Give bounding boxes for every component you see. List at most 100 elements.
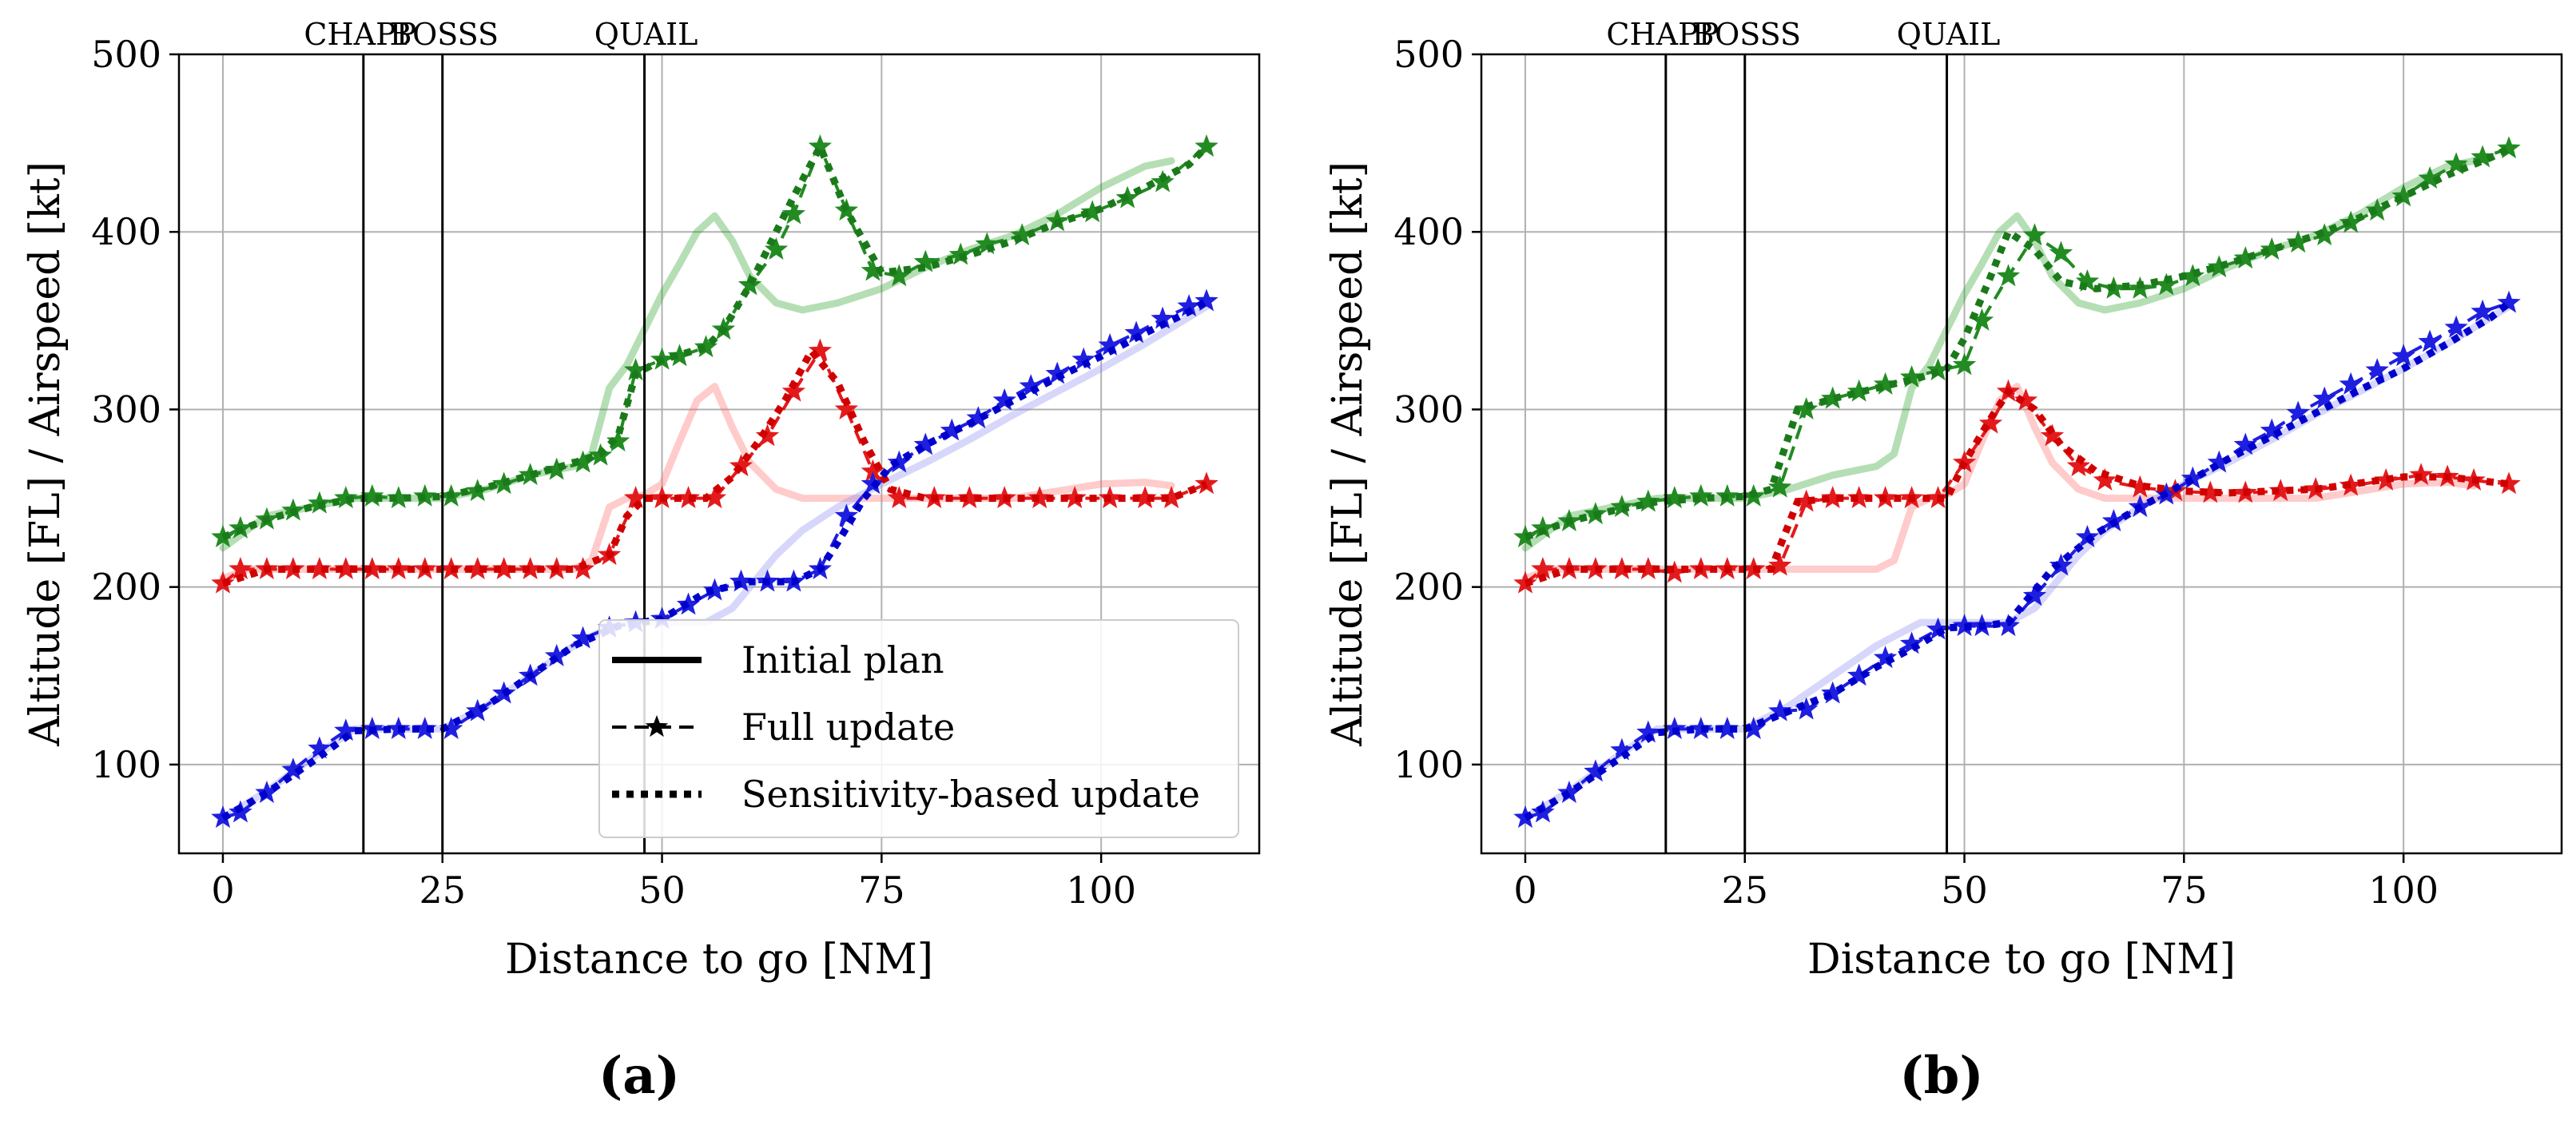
star-marker-red-full [1531, 556, 1555, 579]
star-marker-red-full [1195, 471, 1218, 495]
star-marker-red-full [755, 423, 780, 447]
waypoint-label-quail: QUAIL [594, 17, 698, 52]
x-axis-label: Distance to go [NM] [1807, 936, 2236, 984]
y-axis-label: Altitude [FL] / Airspeed [kt] [22, 161, 70, 747]
star-marker-red-full [2093, 467, 2117, 491]
y-tick-label: 100 [91, 743, 161, 786]
star-marker-blue-full [281, 757, 305, 781]
star-marker-green-full [737, 272, 762, 296]
star-marker-green-full [519, 463, 543, 486]
legend-box [598, 619, 1239, 838]
star-marker-green-full [1689, 483, 1713, 507]
y-tick-label: 200 [91, 566, 161, 609]
star-marker-blue-full [2418, 329, 2442, 352]
star-marker-red-full [1063, 486, 1087, 509]
x-tick-label: 50 [638, 869, 686, 912]
star-marker-blue-full [2471, 299, 2495, 322]
star-marker-blue-full [1195, 288, 1218, 312]
x-axis-label: Distance to go [NM] [505, 936, 933, 984]
star-marker-red-full [2497, 471, 2521, 495]
x-tick-label: 100 [1066, 869, 1136, 912]
y-tick-label: 500 [1393, 33, 1464, 76]
series-blue-sens [221, 298, 1209, 821]
star-marker-blue-full [1873, 646, 1898, 669]
x-tick-label: 100 [2368, 869, 2439, 912]
x-tick-label: 75 [858, 869, 905, 912]
series-red-initial [1521, 383, 2478, 582]
series-red-sens [221, 344, 1208, 587]
star-marker-blue-full [1019, 374, 1043, 397]
star-marker-red-full [808, 338, 833, 361]
star-marker-red-full [834, 396, 859, 419]
x-tick-label: 75 [2161, 869, 2208, 912]
star-marker-blue-full [1899, 631, 1924, 654]
star-marker-blue-full [2260, 418, 2284, 441]
waypoint-label-bosss: BOSSS [389, 17, 499, 52]
legend-star-icon [645, 715, 669, 737]
x-tick-label: 25 [1721, 869, 1768, 912]
star-marker-green-full [764, 237, 789, 260]
star-marker-red-full [2374, 467, 2398, 491]
waypoint-label-bosss: BOSSS [1691, 17, 1801, 52]
legend: Initial plan Full update Sensitivity-based… [598, 619, 1239, 838]
panel-caption: (b) [1899, 1046, 1983, 1106]
star-marker-green-full [1821, 386, 1845, 409]
star-marker-green-full [975, 232, 999, 255]
legend-label: Sensitivity-based update [741, 773, 1200, 816]
star-marker-green-full [2049, 241, 2073, 264]
star-marker-blue-full [1045, 361, 1069, 384]
star-marker-red-full [1847, 486, 1871, 509]
axes-frame [1480, 53, 2563, 855]
y-tick-label: 400 [91, 210, 161, 253]
y-tick-label: 500 [91, 33, 161, 76]
series-green-full [1525, 146, 2510, 539]
legend-label: Initial plan [741, 638, 944, 682]
star-marker-blue-full [834, 503, 859, 527]
star-marker-green-full [334, 486, 358, 509]
star-marker-blue-full [2391, 344, 2415, 367]
star-marker-green-full [2075, 268, 2100, 292]
star-marker-green-full [2022, 223, 2047, 246]
legend-label: Full update [741, 706, 955, 749]
star-marker-red-full [1978, 411, 2003, 434]
star-marker-red-full [1821, 486, 1845, 509]
star-marker-red-full [1768, 553, 1792, 576]
star-marker-red-full [676, 486, 701, 509]
series-green-sens [221, 138, 1210, 541]
star-marker-blue-full [2497, 290, 2521, 313]
star-marker-blue-full [2365, 358, 2389, 381]
star-marker-blue-full [2444, 315, 2468, 338]
star-marker-green-full [606, 428, 630, 451]
plot-area [211, 134, 1218, 829]
star-marker-blue-full [2022, 583, 2047, 606]
waypoint-label-chapp: CHAPP [304, 17, 416, 52]
series-red-initial [219, 383, 1175, 582]
star-marker-green-full [1996, 264, 2021, 287]
star-marker-blue-full [1689, 716, 1713, 739]
star-marker-green-full [2418, 166, 2442, 189]
x-tick-label: 0 [211, 869, 234, 912]
star-marker-green-full [1195, 134, 1218, 157]
star-marker-red-full [2040, 423, 2065, 447]
waypoint-label-quail: QUAIL [1897, 17, 2001, 52]
plot-area [1513, 136, 2521, 829]
y-tick-label: 300 [1393, 388, 1464, 431]
star-marker-green-full [913, 249, 937, 272]
panel-caption: (a) [598, 1046, 680, 1106]
star-marker-blue-full [2049, 553, 2073, 576]
star-marker-green-full [2154, 272, 2179, 296]
y-tick-label: 300 [91, 388, 161, 431]
x-tick-label: 0 [1513, 869, 1536, 912]
star-marker-green-full [2444, 152, 2468, 175]
star-marker-red-full [781, 379, 806, 402]
star-marker-green-full [1952, 352, 1977, 376]
y-tick-label: 200 [1393, 566, 1464, 609]
star-marker-green-full [1636, 489, 1660, 512]
series-green-initial [219, 157, 1175, 552]
series-blue-full [1525, 301, 2510, 820]
series-green-sens [1524, 145, 2511, 541]
y-axis-label: Altitude [FL] / Airspeed [kt] [1324, 161, 1372, 747]
